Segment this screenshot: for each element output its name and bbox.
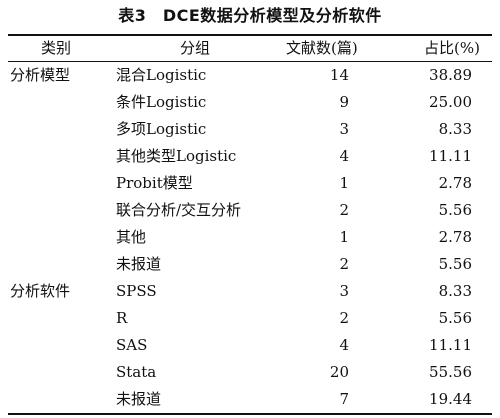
column-header-percent: 占比(%) [424,39,480,57]
table-row: 分析模型 混合Logistic 14 38.89 [8,62,492,89]
cell-count: 3 [339,282,349,300]
cell-group: 其他类型Logistic [116,147,237,165]
cell-count: 9 [339,93,349,111]
cell-count: 4 [339,336,349,354]
column-header-group: 分组 [179,39,210,57]
cell-count: 1 [339,228,349,246]
cell-percent: 25.00 [429,93,472,111]
table-row: Probit模型 1 2.78 [8,170,492,197]
cell-category [8,251,104,278]
table-row: 未报道 7 19.44 [8,386,492,413]
cell-group: 条件Logistic [116,93,207,111]
cell-percent: 8.33 [438,282,472,300]
table-row: 多项Logistic 3 8.33 [8,116,492,143]
cell-percent: 2.78 [438,174,472,192]
cell-category [8,89,104,116]
cell-count: 2 [339,255,349,273]
column-header-category: 类别 [40,39,71,57]
cell-group: 联合分析/交互分析 [116,201,242,219]
cell-count: 2 [339,309,349,327]
table-row: Stata 20 55.56 [8,359,492,386]
column-header-count: 文献数(篇) [286,39,358,57]
table-body: 分析模型 混合Logistic 14 38.89 条件Logistic 9 25… [8,62,492,413]
table-row: 分析软件 SPSS 3 8.33 [8,278,492,305]
cell-category [8,332,104,359]
cell-percent: 11.11 [429,336,472,354]
table-row: 其他类型Logistic 4 11.11 [8,143,492,170]
cell-category [8,386,104,413]
cell-percent: 19.44 [429,390,472,408]
cell-count: 20 [329,363,349,381]
cell-count: 3 [339,120,349,138]
table-header: 类别 分组 文献数(篇) 占比(%) [8,36,492,61]
cell-percent: 5.56 [438,255,472,273]
cell-category: 分析软件 [10,282,71,300]
cell-category [8,305,104,332]
cell-group: Stata [116,363,157,381]
table-row: 联合分析/交互分析 2 5.56 [8,197,492,224]
cell-category [8,224,104,251]
table-row: 未报道 2 5.56 [8,251,492,278]
cell-count: 7 [339,390,349,408]
cell-group: Probit模型 [116,174,193,192]
cell-count: 4 [339,147,349,165]
cell-group: R [116,309,128,327]
cell-category [8,359,104,386]
header-rule [8,61,492,62]
cell-category: 分析模型 [10,66,71,84]
cell-count: 2 [339,201,349,219]
cell-category [8,143,104,170]
cell-category [8,197,104,224]
bottom-rule [8,413,492,415]
cell-count: 1 [339,174,349,192]
cell-percent: 55.56 [429,363,472,381]
cell-group: 混合Logistic [116,66,207,84]
cell-group: 多项Logistic [116,120,207,138]
table-row: SAS 4 11.11 [8,332,492,359]
top-rule [8,34,492,36]
table-caption: 表3 DCE数据分析模型及分析软件 [118,6,382,25]
cell-group: SAS [116,336,148,354]
cell-category [8,170,104,197]
header-row: 类别 分组 文献数(篇) 占比(%) [8,36,492,61]
cell-group: SPSS [116,282,157,300]
table-row: 条件Logistic 9 25.00 [8,89,492,116]
cell-percent: 11.11 [429,147,472,165]
table-row: 其他 1 2.78 [8,224,492,251]
cell-percent: 2.78 [438,228,472,246]
cell-group: 未报道 [116,390,162,408]
cell-count: 14 [329,66,349,84]
cell-percent: 5.56 [438,309,472,327]
cell-percent: 5.56 [438,201,472,219]
cell-group: 其他 [116,228,147,246]
table-row: R 2 5.56 [8,305,492,332]
cell-category [8,116,104,143]
cell-percent: 8.33 [438,120,472,138]
cell-percent: 38.89 [429,66,472,84]
cell-group: 未报道 [116,255,162,273]
